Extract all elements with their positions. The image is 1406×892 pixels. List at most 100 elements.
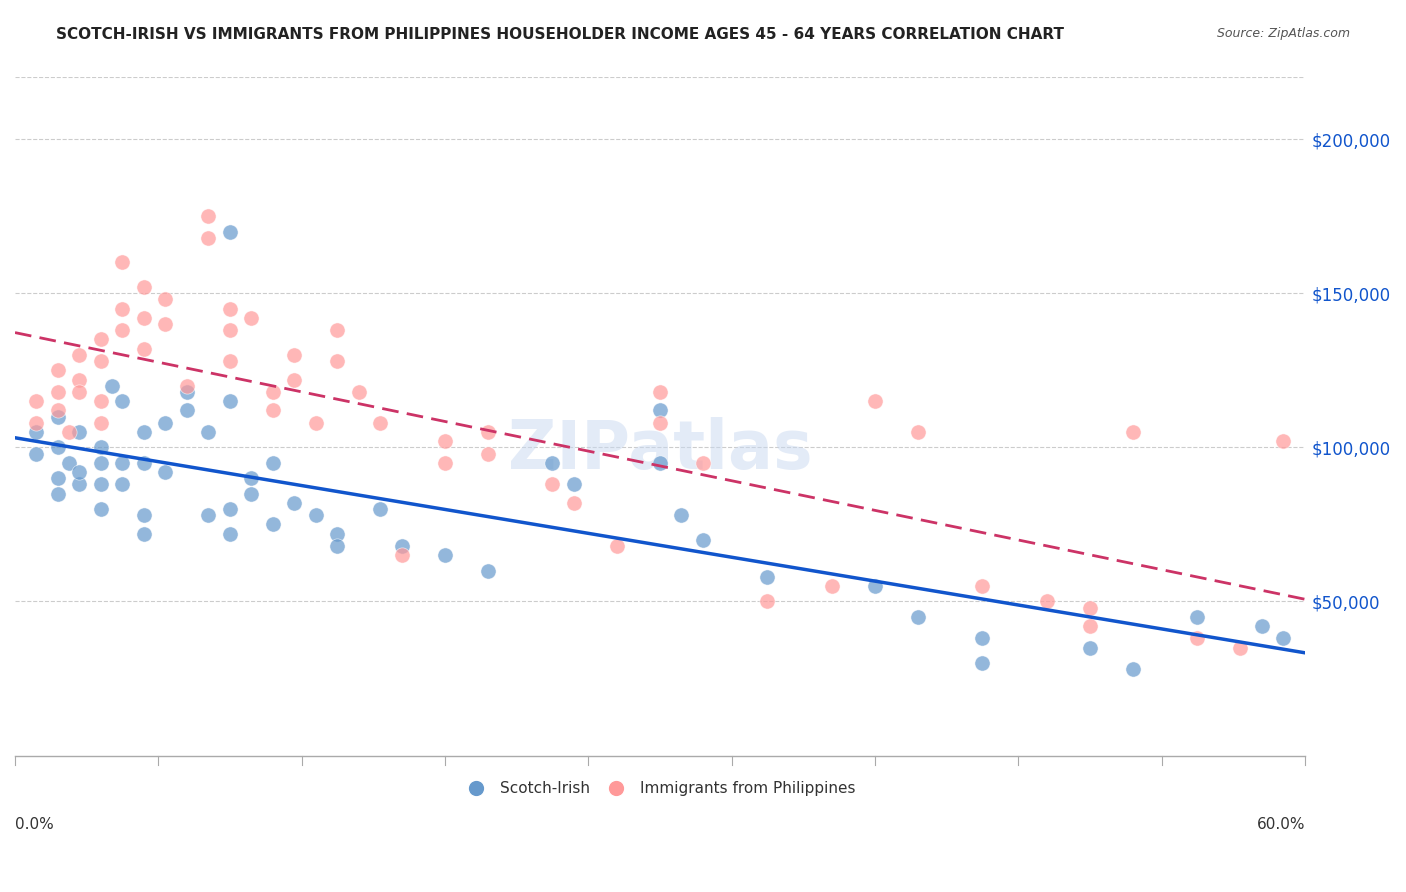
Point	[219, 502, 242, 516]
Point	[240, 471, 263, 485]
Point	[907, 610, 929, 624]
Point	[240, 310, 263, 325]
Point	[326, 539, 349, 553]
Point	[477, 564, 499, 578]
Point	[756, 570, 779, 584]
Text: 0.0%: 0.0%	[15, 816, 53, 831]
Point	[132, 280, 155, 294]
Point	[305, 508, 328, 523]
Point	[347, 384, 370, 399]
Point	[477, 446, 499, 460]
Point	[907, 425, 929, 439]
Text: ZIPatlas: ZIPatlas	[508, 417, 813, 483]
Point	[433, 434, 456, 449]
Point	[46, 471, 69, 485]
Point	[1272, 632, 1295, 646]
Point	[326, 323, 349, 337]
Point	[370, 416, 392, 430]
Point	[219, 301, 242, 316]
Point	[262, 384, 284, 399]
Point	[1122, 662, 1144, 676]
Point	[90, 502, 112, 516]
Point	[370, 502, 392, 516]
Point	[90, 440, 112, 454]
Point	[69, 425, 91, 439]
Point	[541, 456, 564, 470]
Point	[46, 440, 69, 454]
Point	[305, 416, 328, 430]
Point	[1078, 619, 1101, 633]
Point	[111, 323, 134, 337]
Point	[1078, 640, 1101, 655]
Point	[1036, 594, 1059, 608]
Point	[433, 456, 456, 470]
Point	[1122, 425, 1144, 439]
Point	[90, 456, 112, 470]
Point	[821, 579, 844, 593]
Point	[132, 425, 155, 439]
Point	[648, 456, 671, 470]
Point	[100, 378, 122, 392]
Point	[262, 403, 284, 417]
Point	[111, 456, 134, 470]
Point	[155, 465, 177, 479]
Point	[648, 416, 671, 430]
Point	[46, 486, 69, 500]
Point	[1229, 640, 1251, 655]
Point	[863, 394, 886, 409]
Point	[25, 425, 48, 439]
Point	[197, 231, 219, 245]
Point	[1187, 632, 1209, 646]
Point	[69, 465, 91, 479]
Point	[219, 354, 242, 368]
Point	[176, 378, 198, 392]
Point	[262, 456, 284, 470]
Point	[863, 579, 886, 593]
Point	[155, 416, 177, 430]
Point	[58, 425, 80, 439]
Point	[283, 372, 305, 386]
Point	[648, 384, 671, 399]
Point	[46, 384, 69, 399]
Point	[197, 508, 219, 523]
Point	[46, 403, 69, 417]
Point	[541, 477, 564, 491]
Point	[972, 632, 994, 646]
Point	[25, 416, 48, 430]
Point	[562, 496, 585, 510]
Point	[132, 508, 155, 523]
Point	[132, 310, 155, 325]
Point	[283, 496, 305, 510]
Point	[562, 477, 585, 491]
Point	[477, 425, 499, 439]
Point	[176, 384, 198, 399]
Point	[111, 394, 134, 409]
Point	[25, 394, 48, 409]
Text: Source: ZipAtlas.com: Source: ZipAtlas.com	[1216, 27, 1350, 40]
Point	[155, 293, 177, 307]
Point	[58, 456, 80, 470]
Point	[46, 409, 69, 424]
Point	[46, 363, 69, 377]
Point	[391, 539, 413, 553]
Point	[692, 533, 714, 547]
Point	[262, 517, 284, 532]
Point	[240, 486, 263, 500]
Point	[90, 416, 112, 430]
Point	[69, 384, 91, 399]
Point	[132, 526, 155, 541]
Point	[90, 477, 112, 491]
Point	[155, 317, 177, 331]
Point	[972, 579, 994, 593]
Point	[219, 323, 242, 337]
Point	[90, 394, 112, 409]
Point	[69, 372, 91, 386]
Point	[326, 526, 349, 541]
Point	[90, 354, 112, 368]
Point	[111, 255, 134, 269]
Point	[326, 354, 349, 368]
Point	[1078, 600, 1101, 615]
Point	[69, 348, 91, 362]
Point	[1272, 434, 1295, 449]
Point	[972, 656, 994, 670]
